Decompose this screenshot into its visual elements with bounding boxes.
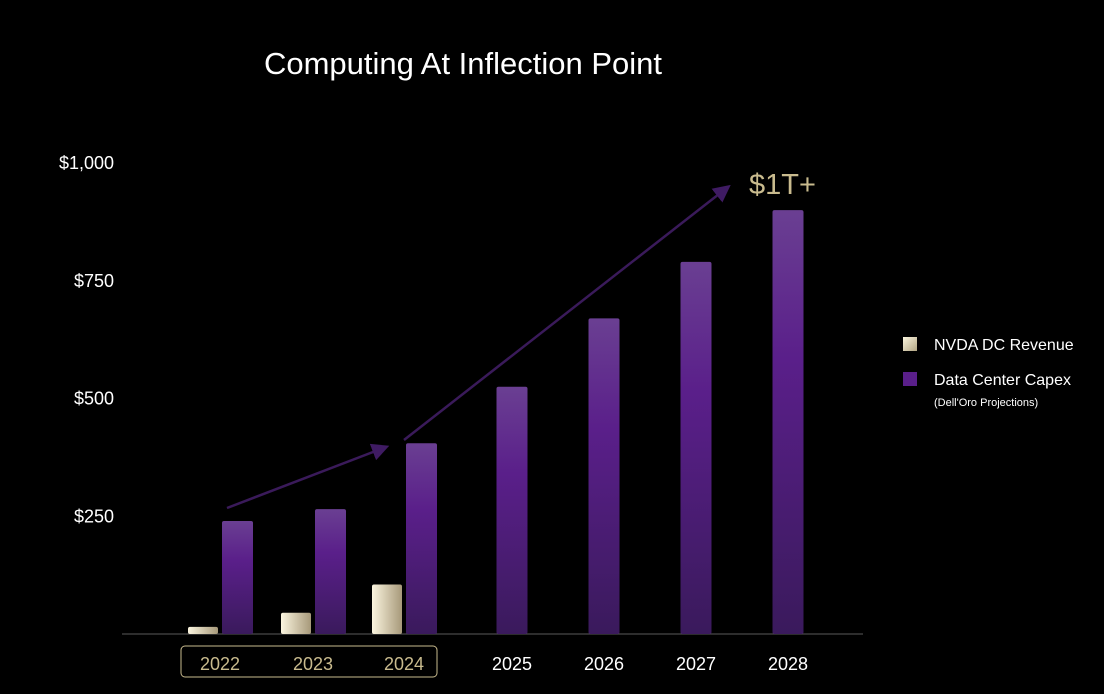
bar-capex-2024 [406,443,437,634]
x-tick-label: 2025 [492,654,532,674]
historic-years-box [180,645,438,678]
x-tick-label: 2026 [584,654,624,674]
bar-capex-2027 [680,261,712,634]
bar-revenue-2022 [188,626,218,634]
legend-swatch-capex [903,372,917,386]
legend-swatch-revenue [903,337,917,351]
x-tick-label: 2027 [676,654,716,674]
bars [188,210,804,634]
trend-arrow-historic [226,443,390,510]
legend-label-capex: Data Center Capex [934,372,1071,389]
bar-capex-2026 [588,318,620,634]
x-tick-label: 2023 [293,654,333,674]
legend-sublabel-capex: (Dell'Oro Projections) [934,397,1038,409]
annotation-1t: $1T+ [749,169,816,201]
bar-capex-2023 [315,509,346,634]
y-axis: $250 $500 $750 $1,000 [59,153,863,635]
y-tick-label: $500 [74,389,114,409]
bar-capex-2025 [496,386,528,634]
x-axis: 2022 2023 2024 2025 2026 2027 2028 [180,645,808,678]
x-tick-label: 2028 [768,654,808,674]
y-tick-label: $750 [74,271,114,291]
y-tick-label: $250 [74,506,114,526]
trend-arrows [226,184,731,510]
bar-capex-2028 [772,210,804,634]
y-tick-label: $1,000 [59,153,114,173]
bar-capex-2022 [222,520,253,634]
legend: NVDA DC Revenue Data Center Capex (Dell'Or… [903,337,1074,409]
chart-title: Computing At Inflection Point [264,46,662,81]
x-tick-label: 2022 [200,654,240,674]
x-tick-label: 2024 [384,654,424,674]
legend-label-revenue: NVDA DC Revenue [934,337,1074,354]
bar-revenue-2023 [281,612,311,634]
bar-revenue-2024 [372,584,402,634]
trend-arrow-projected [403,184,731,441]
